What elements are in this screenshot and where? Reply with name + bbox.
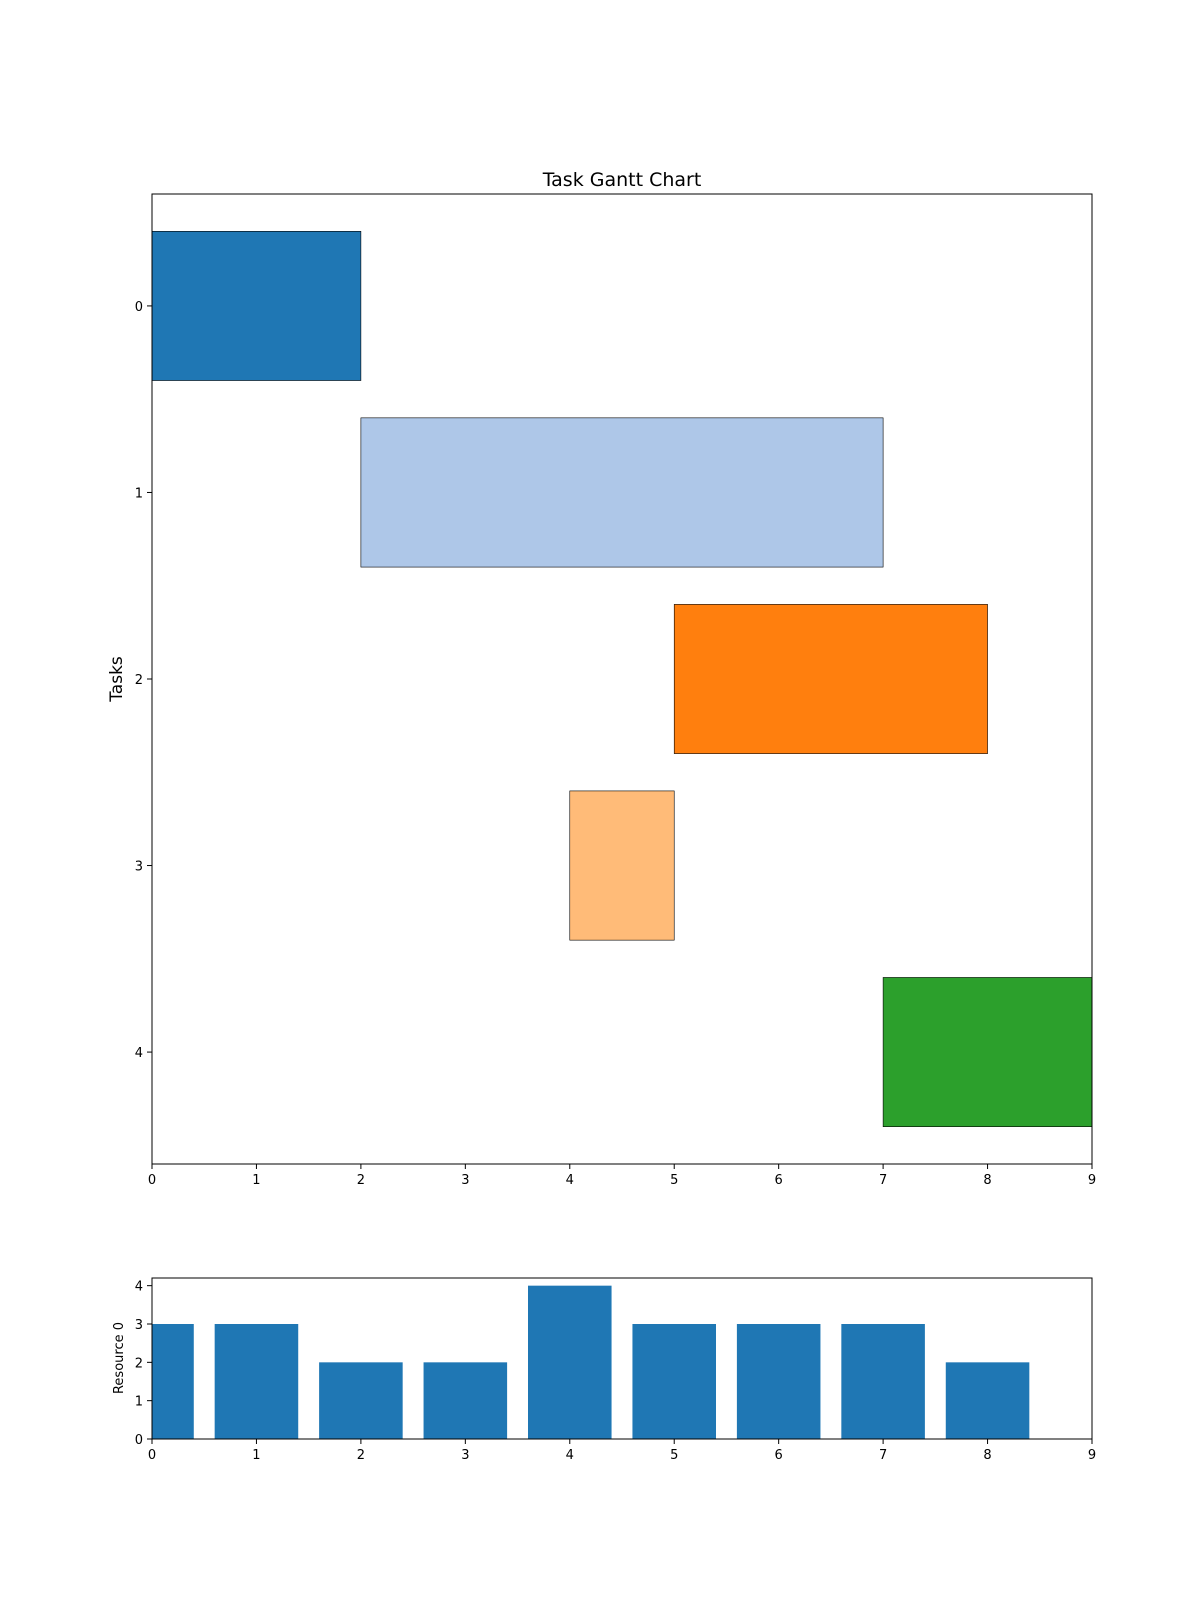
resource-bar-group <box>152 1285 1030 1439</box>
resource-x-tick-label: 0 <box>148 1448 156 1463</box>
resource-x-tick-label: 1 <box>252 1448 260 1463</box>
gantt-chart: Task Gantt Chart 0 1 2 3 4 5 6 7 8 9 0 1 2 3 4 Tasks <box>107 169 1096 1188</box>
resource-y-tick-label: 0 <box>135 1433 143 1448</box>
resource-x-tick-label: 8 <box>983 1448 991 1463</box>
gantt-y-tick-label: 0 <box>135 300 143 315</box>
gantt-bars <box>151 231 1093 1127</box>
resource-chart: 0 1 2 3 4 5 6 7 8 9 0 1 2 3 4 Resource 0 <box>112 1277 1096 1463</box>
gantt-bar-task-1 <box>360 417 884 568</box>
gantt-y-tick-label: 1 <box>135 486 143 501</box>
gantt-x-axis: 0 1 2 3 4 5 6 7 8 9 <box>148 1164 1096 1188</box>
gantt-y-tick-label: 2 <box>135 673 143 688</box>
resource-x-tick-label: 9 <box>1088 1448 1096 1463</box>
gantt-chart-title: Task Gantt Chart <box>542 169 702 191</box>
gantt-plot-frame <box>151 193 1093 1165</box>
gantt-x-tick-label: 1 <box>252 1173 260 1188</box>
gantt-x-tick-label: 2 <box>357 1173 365 1188</box>
resource-bar-4 <box>528 1285 612 1439</box>
resource-x-tick-label: 6 <box>775 1448 783 1463</box>
gantt-x-tick-label: 6 <box>775 1173 783 1188</box>
gantt-x-tick-label: 7 <box>879 1173 887 1188</box>
resource-y-tick-label: 3 <box>135 1318 143 1333</box>
resource-bars <box>152 1285 1030 1439</box>
gantt-bar-task-3 <box>569 790 675 941</box>
gantt-x-tick-label: 8 <box>983 1173 991 1188</box>
gantt-bar-task-4 <box>882 977 1093 1127</box>
resource-bar-1 <box>214 1324 299 1439</box>
gantt-x-tick-label: 9 <box>1088 1173 1096 1188</box>
resource-y-tick-label: 4 <box>135 1280 143 1295</box>
gantt-bar-task-0 <box>151 231 362 381</box>
gantt-y-tick-label: 4 <box>135 1046 143 1061</box>
resource-bar-6 <box>736 1324 821 1439</box>
resource-x-tick-label: 4 <box>566 1448 574 1463</box>
gantt-y-axis: 0 1 2 3 4 <box>135 300 152 1061</box>
gantt-y-axis-label: Tasks <box>107 656 127 703</box>
gantt-x-tick-label: 0 <box>148 1173 156 1188</box>
resource-bar-8 <box>945 1362 1030 1439</box>
resource-y-tick-label: 2 <box>135 1356 143 1371</box>
resource-x-tick-label: 3 <box>461 1448 469 1463</box>
resource-plot-frame <box>151 1277 1093 1440</box>
resource-bar-5 <box>632 1324 716 1439</box>
gantt-x-tick-label: 3 <box>461 1173 469 1188</box>
gantt-bar-task-2 <box>673 604 988 754</box>
resource-x-tick-label: 5 <box>670 1448 678 1463</box>
resource-bar-0 <box>152 1324 194 1439</box>
resource-y-axis: 0 1 2 3 4 <box>135 1280 152 1448</box>
resource-x-tick-label: 7 <box>879 1448 887 1463</box>
gantt-y-tick-label: 3 <box>135 860 143 875</box>
gantt-x-tick-label: 4 <box>566 1173 574 1188</box>
resource-x-tick-label: 2 <box>357 1448 365 1463</box>
resource-y-axis-label: Resource 0 <box>112 1322 127 1394</box>
resource-bar-2 <box>319 1362 403 1439</box>
resource-bar-3 <box>423 1362 508 1439</box>
gantt-x-tick-label: 5 <box>670 1173 678 1188</box>
resource-x-axis: 0 1 2 3 4 5 6 7 8 9 <box>148 1439 1096 1463</box>
resource-bar-7 <box>841 1324 925 1439</box>
resource-y-tick-label: 1 <box>135 1395 143 1410</box>
